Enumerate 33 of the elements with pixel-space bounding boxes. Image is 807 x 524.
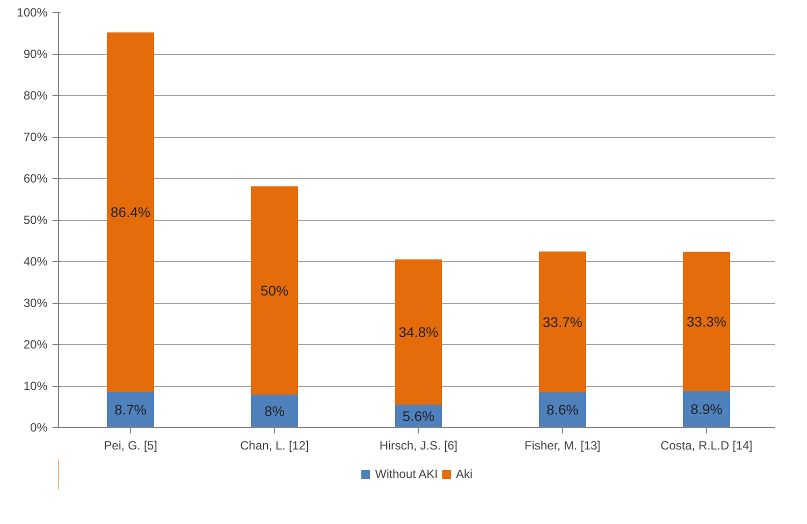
data-label: 86.4% — [110, 204, 150, 220]
y-tick-label: 70% — [23, 130, 48, 144]
data-label: 8% — [264, 402, 285, 419]
y-tick-label: 50% — [23, 213, 48, 227]
y-tick-label: 80% — [23, 88, 48, 102]
data-label: 34.8% — [398, 324, 438, 340]
data-label: 33.3% — [686, 313, 726, 330]
y-tick-label: 30% — [23, 296, 48, 310]
y-tick-label: 40% — [23, 254, 48, 268]
y-tick-label: 0% — [30, 420, 48, 434]
y-tick-label: 60% — [23, 172, 48, 186]
legend-label: Aki — [456, 467, 474, 481]
x-tick-label: Fisher, M. [13] — [524, 438, 601, 452]
data-label: 33.7% — [542, 314, 582, 330]
x-tick-label: Hirsch, J.S. [6] — [379, 438, 458, 452]
x-tick-label: Costa, R.L.D [14] — [660, 438, 753, 452]
bar — [106, 32, 154, 392]
data-label: 50% — [260, 282, 289, 299]
bar — [250, 186, 298, 395]
y-tick-label: 100% — [16, 6, 48, 20]
x-tick-label: Pei, G. [5] — [104, 438, 158, 452]
data-label: 8.7% — [114, 401, 146, 418]
y-tick-label: 10% — [23, 379, 48, 393]
bar — [538, 251, 586, 392]
legend-label: Without AKI — [375, 467, 438, 481]
data-label: 8.9% — [690, 401, 722, 418]
data-label: 5.6% — [402, 408, 434, 424]
y-tick-label: 20% — [23, 338, 48, 352]
bar — [682, 252, 730, 392]
bar — [394, 259, 442, 405]
y-tick-label: 90% — [23, 47, 48, 61]
data-label: 8.6% — [546, 402, 578, 418]
x-tick-label: Chan, L. [12] — [240, 438, 309, 452]
